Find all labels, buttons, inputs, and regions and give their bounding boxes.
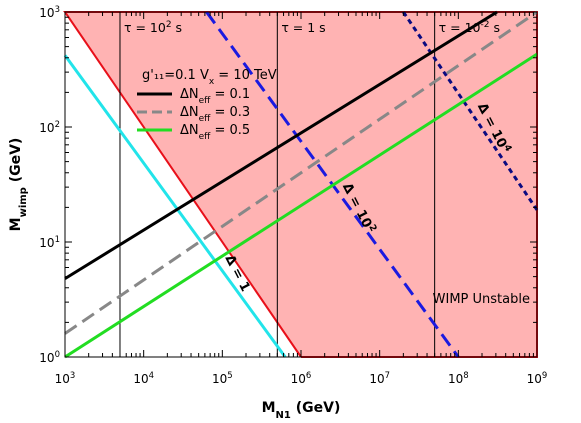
x-tick-label-6: 109 bbox=[527, 371, 548, 386]
tau-label-2: τ = 10-2 s bbox=[439, 20, 500, 35]
region-label: WIMP Unstable bbox=[433, 292, 530, 307]
series-line-2 bbox=[64, 52, 538, 359]
legend-header: g'₁₁=0.1 Vx = 10 TeV bbox=[142, 68, 277, 87]
series-lines bbox=[64, 10, 538, 359]
x-axis-label: MN1 (GeV) bbox=[262, 400, 341, 421]
x-tick-label-1: 104 bbox=[133, 371, 154, 386]
y-tick-label-3: 103 bbox=[39, 5, 60, 20]
legend-label-0: ΔNeff = 0.1 bbox=[180, 87, 250, 106]
tau-label-1: τ = 1 s bbox=[281, 20, 325, 35]
tau-lines bbox=[119, 12, 436, 357]
y-axis-label: Mwimp (GeV) bbox=[8, 138, 29, 232]
y-tick-label-1: 101 bbox=[39, 235, 60, 250]
x-tick-label-5: 108 bbox=[448, 371, 469, 386]
delta-line-2 bbox=[402, 11, 539, 211]
y-tick-label-0: 100 bbox=[39, 350, 60, 365]
series-line-0 bbox=[64, 10, 498, 280]
delta-line-0 bbox=[63, 54, 287, 358]
unstable-region bbox=[65, 12, 537, 357]
legend-label-1: ΔNeff = 0.3 bbox=[180, 105, 250, 124]
series-line-1 bbox=[64, 10, 538, 335]
legend-label-2: ΔNeff = 0.5 bbox=[180, 123, 250, 142]
x-tick-label-3: 106 bbox=[291, 371, 312, 386]
x-tick-label-2: 105 bbox=[212, 371, 233, 386]
x-tick-label-0: 103 bbox=[55, 371, 76, 386]
x-tick-label-4: 107 bbox=[369, 371, 390, 386]
tau-label-0: τ = 102 s bbox=[124, 20, 182, 35]
y-tick-label-2: 102 bbox=[39, 120, 60, 135]
ticks: 103 104 105 106 107 108 109 100 101 102 103 bbox=[39, 5, 547, 386]
